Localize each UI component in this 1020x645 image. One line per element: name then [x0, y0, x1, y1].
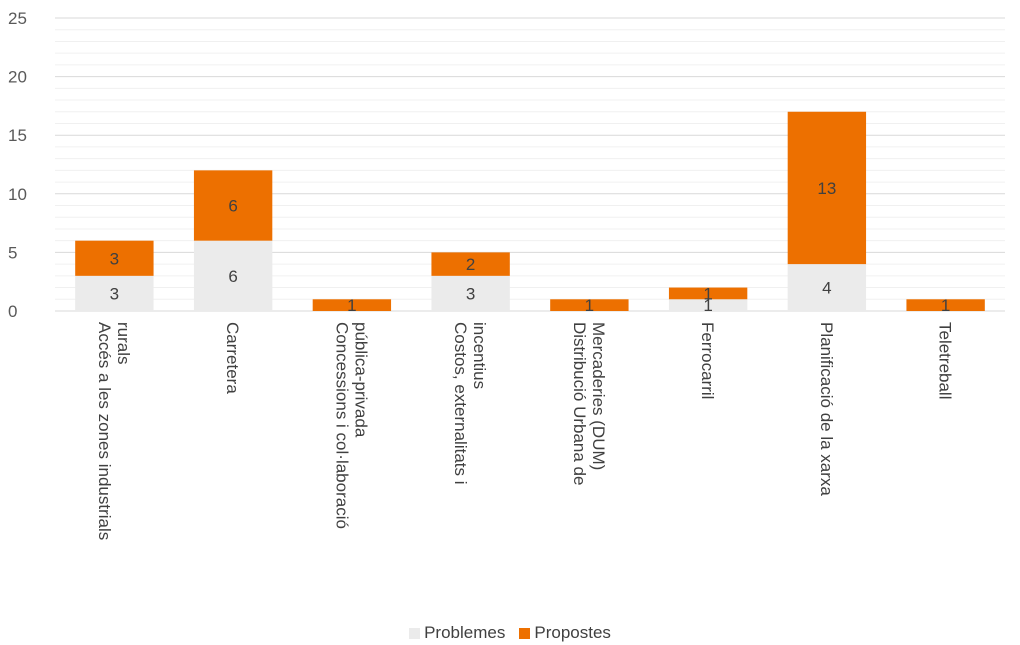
x-tick-label-line: incentius	[470, 322, 489, 389]
y-tick-label: 0	[8, 302, 17, 321]
bar-problemes	[787, 264, 867, 311]
data-label-propostes: 3	[110, 249, 119, 268]
bar-propostes	[312, 299, 392, 311]
legend: Problemes Propostes	[0, 623, 1020, 643]
legend-item-problemes: Problemes	[409, 623, 505, 643]
x-tick-label: Carretera	[223, 322, 242, 394]
data-label-propostes: 1	[703, 284, 712, 303]
data-label-propostes: 6	[228, 197, 237, 216]
x-tick-label-line: rurals	[114, 322, 133, 365]
x-tick-label: Costos, externalitats i incentius	[451, 322, 489, 485]
x-tick-label: Accés a les zones industrials rurals	[95, 322, 133, 540]
data-label-propostes: 1	[347, 296, 356, 315]
bar-propostes	[431, 252, 510, 276]
legend-item-propostes: Propostes	[519, 623, 611, 643]
bar-propostes	[75, 240, 154, 276]
x-tick-label: Ferrocarril	[698, 322, 717, 399]
data-label-propostes: 13	[817, 179, 836, 198]
x-axis-tick-labels: Accés a les zones industrials rurals Carre…	[95, 322, 955, 540]
x-tick-label: Distribució Urbana de Mercaderies (DUM)	[570, 322, 608, 485]
x-tick-label-line: Mercaderies (DUM)	[589, 322, 608, 470]
data-label-propostes: 1	[941, 296, 950, 315]
x-tick-label-line: Distribució Urbana de	[570, 322, 589, 485]
data-label-problemes: 6	[228, 267, 237, 286]
x-tick-label: Planificació de la xarxa	[817, 322, 836, 496]
data-label-problemes: 3	[466, 284, 475, 303]
y-tick-label: 20	[8, 68, 27, 87]
y-tick-label: 5	[8, 243, 17, 262]
x-tick-label-line: Costos, externalitats i	[451, 322, 470, 485]
data-label-problemes: 4	[822, 279, 831, 298]
x-tick-label-line: Ferrocarril	[698, 322, 717, 399]
x-tick-label-line: pública-privada	[351, 322, 370, 438]
y-tick-label: 10	[8, 185, 27, 204]
y-tick-label: 15	[8, 126, 27, 145]
x-tick-label-line: Teletreball	[936, 322, 955, 400]
bar-propostes	[193, 170, 273, 241]
bar-propostes	[668, 287, 748, 300]
data-label-propostes: 1	[585, 296, 594, 315]
y-axis-tick-labels: 0 5 10 15 20 25	[8, 9, 27, 321]
bar-propostes	[906, 299, 985, 311]
x-tick-label-line: Carretera	[223, 322, 242, 394]
data-label-problemes: 1	[703, 296, 712, 315]
legend-swatch-problemes	[409, 627, 421, 639]
x-tick-label: Concessions i col·laboració pública-priva…	[332, 322, 370, 529]
legend-label-problemes: Problemes	[424, 623, 506, 642]
legend-swatch-propostes	[519, 627, 531, 639]
bar-problemes	[431, 275, 510, 311]
x-tick-label-line: Accés a les zones industrials	[95, 322, 114, 540]
y-tick-label: 25	[8, 9, 27, 28]
x-tick-label-line: Planificació de la xarxa	[817, 322, 836, 496]
data-label-propostes: 2	[466, 255, 475, 274]
bar-propostes	[550, 299, 629, 311]
bar-propostes	[787, 111, 867, 265]
x-tick-label-line: Concessions i col·laboració	[332, 322, 351, 529]
bar-problemes	[668, 299, 748, 311]
bar-problemes	[193, 240, 273, 311]
data-label-problemes: 3	[110, 284, 119, 303]
legend-label-propostes: Propostes	[534, 623, 611, 642]
bar-problemes	[75, 275, 154, 311]
x-tick-label: Teletreball	[936, 322, 955, 400]
